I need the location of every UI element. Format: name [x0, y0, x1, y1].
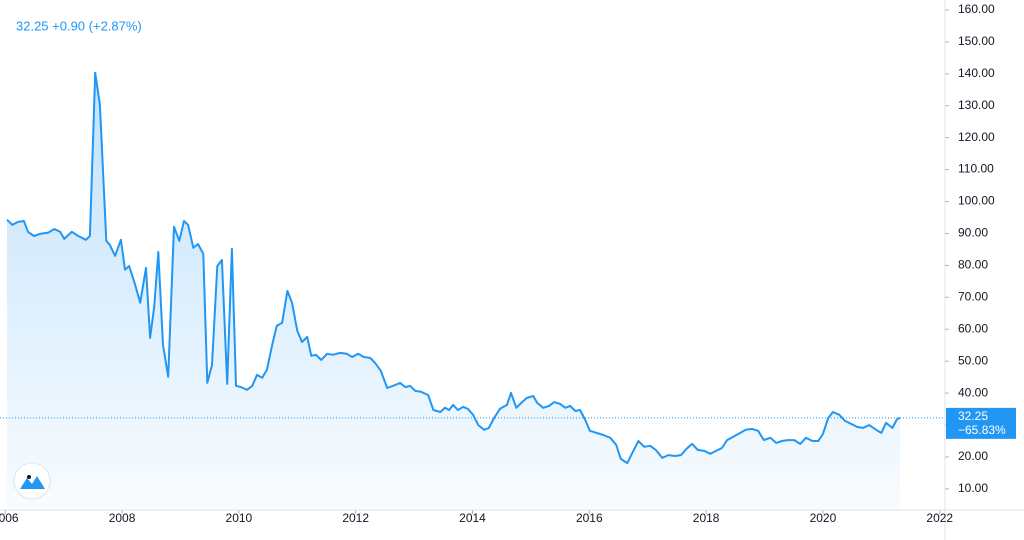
price-line-series [6, 71, 901, 465]
last-price-box [946, 407, 1016, 439]
y-tick-label: 150.00 [958, 34, 995, 48]
x-tick-label: 2014 [459, 511, 486, 525]
y-tick-label: 160.00 [958, 2, 995, 16]
y-tick-label: 40.00 [958, 385, 988, 399]
y-tick-label: 50.00 [958, 353, 988, 367]
last-price-label: 32.25 [958, 409, 988, 423]
x-tick-label: 2012 [342, 511, 369, 525]
header-legend: 32.25 +0.90 (+2.87%) [16, 18, 142, 33]
area-fill [7, 72, 900, 510]
y-tick-label: 60.00 [958, 321, 988, 335]
x-tick-label: 2018 [693, 511, 720, 525]
y-tick-label: 10.00 [958, 481, 988, 495]
y-tick-label: 70.00 [958, 289, 988, 303]
y-tick-label: 100.00 [958, 194, 995, 208]
y-tick-label: 110.00 [958, 162, 994, 176]
axes: 10.0020.0030.0040.0050.0060.0070.0080.00… [0, 2, 1016, 525]
x-tick-label: 2016 [576, 511, 603, 525]
y-tick-label: 140.00 [958, 66, 995, 80]
y-tick-label: 130.00 [958, 98, 995, 112]
y-tick-label: 20.00 [958, 449, 988, 463]
x-tick-label: 2022 [926, 511, 953, 525]
logo [13, 462, 51, 500]
x-tick-label: 2008 [109, 511, 136, 525]
last-price-change: −65.83% [958, 423, 1006, 437]
x-tick-label: 2020 [810, 511, 837, 525]
plot-area [0, 71, 945, 510]
y-tick-label: 80.00 [958, 258, 988, 272]
y-tick-label: 120.00 [958, 130, 995, 144]
y-tick-label: 90.00 [958, 226, 988, 240]
x-tick-label: 2010 [226, 511, 253, 525]
x-tick-label: 2006 [0, 511, 19, 525]
